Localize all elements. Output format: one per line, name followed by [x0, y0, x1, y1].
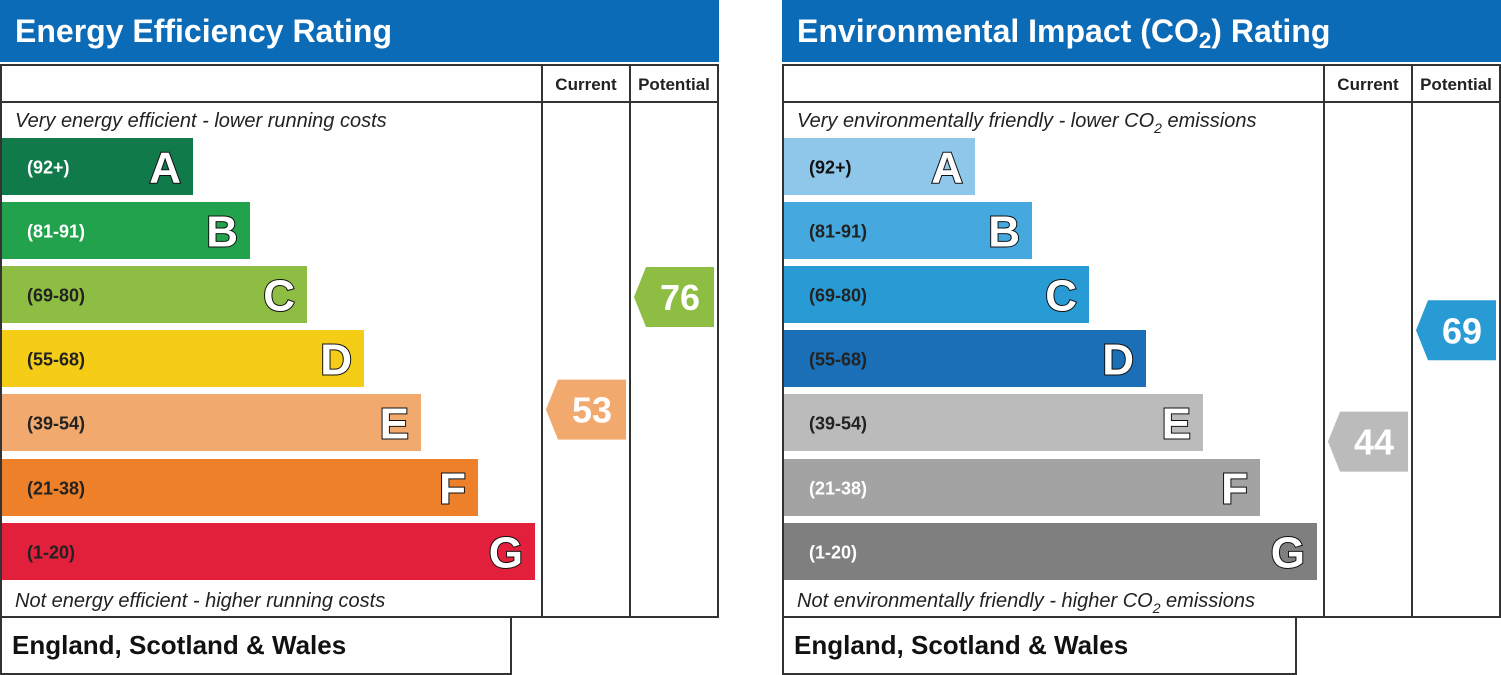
- band-g-bar: [784, 523, 1317, 580]
- band-a-letter: A: [149, 144, 181, 193]
- band-c-letter: C: [1045, 272, 1077, 321]
- band-c-letter: C: [263, 272, 295, 321]
- bottom-caption: Not energy efficient - higher running co…: [15, 590, 385, 612]
- band-d-letter: D: [320, 336, 352, 385]
- potential-rating-value: 76: [660, 277, 700, 318]
- column-header-current: Current: [555, 75, 617, 94]
- column-header-current: Current: [1337, 75, 1399, 94]
- band-f-bar: [784, 459, 1260, 516]
- column-header-potential: Potential: [1420, 75, 1492, 94]
- band-a-letter: A: [931, 144, 963, 193]
- current-rating-value: 44: [1354, 422, 1394, 463]
- band-g-letter: G: [1271, 529, 1305, 578]
- band-c-bar: [784, 266, 1089, 323]
- environmental-impact-panel: Environmental Impact (CO2) Rating Current…: [782, 0, 1501, 675]
- band-e-bar: [2, 394, 421, 451]
- band-c-range: (69-80): [27, 286, 85, 306]
- band-f-range: (21-38): [809, 479, 867, 499]
- band-g-range: (1-20): [809, 543, 857, 563]
- energy-efficiency-panel: Energy Efficiency Rating Current Potential…: [0, 0, 719, 675]
- band-f-letter: F: [439, 465, 466, 514]
- band-g-letter: G: [489, 529, 523, 578]
- band-b-letter: B: [988, 208, 1020, 257]
- band-b-bar: [2, 202, 250, 259]
- top-caption: Very environmentally friendly - lower CO…: [797, 110, 1256, 136]
- band-f-bar: [2, 459, 478, 516]
- band-d-range: (55-68): [809, 350, 867, 370]
- band-b-bar: [784, 202, 1032, 259]
- band-c-bar: [2, 266, 307, 323]
- current-rating-marker: [1328, 411, 1408, 472]
- potential-rating-marker: [1416, 300, 1496, 361]
- current-rating-value: 53: [572, 390, 612, 431]
- column-header-potential: Potential: [638, 75, 710, 94]
- band-f-letter: F: [1221, 465, 1248, 514]
- band-a-range: (92+): [809, 158, 852, 178]
- band-e-letter: E: [380, 400, 409, 449]
- band-b-range: (81-91): [809, 222, 867, 242]
- band-e-range: (39-54): [27, 414, 85, 434]
- footer-box: [0, 616, 512, 675]
- band-c-range: (69-80): [809, 286, 867, 306]
- band-e-range: (39-54): [809, 414, 867, 434]
- panel-header: [0, 0, 719, 62]
- top-caption: Very energy efficient - lower running co…: [15, 110, 387, 132]
- band-d-range: (55-68): [27, 350, 85, 370]
- footer-box: [782, 616, 1297, 675]
- current-rating-marker: [546, 379, 626, 440]
- footer-region: England, Scotland & Wales: [794, 630, 1128, 660]
- band-a-range: (92+): [27, 158, 70, 178]
- potential-rating-marker: [634, 267, 714, 327]
- band-d-bar: [784, 330, 1146, 387]
- band-g-bar: [2, 523, 535, 580]
- band-g-range: (1-20): [27, 543, 75, 563]
- footer-region: England, Scotland & Wales: [12, 630, 346, 660]
- potential-rating-value: 69: [1442, 310, 1482, 351]
- band-f-range: (21-38): [27, 479, 85, 499]
- band-a-bar: [784, 138, 975, 195]
- panel-title: Energy Efficiency Rating: [15, 13, 392, 49]
- band-e-bar: [784, 394, 1203, 451]
- band-b-range: (81-91): [27, 222, 85, 242]
- band-a-bar: [2, 138, 193, 195]
- band-d-bar: [2, 330, 364, 387]
- band-d-letter: D: [1102, 336, 1134, 385]
- band-b-letter: B: [206, 208, 238, 257]
- band-e-letter: E: [1162, 400, 1191, 449]
- panel-header: [782, 0, 1501, 62]
- bottom-caption: Not environmentally friendly - higher CO…: [797, 590, 1255, 616]
- panel-title: Environmental Impact (CO2) Rating: [797, 13, 1330, 53]
